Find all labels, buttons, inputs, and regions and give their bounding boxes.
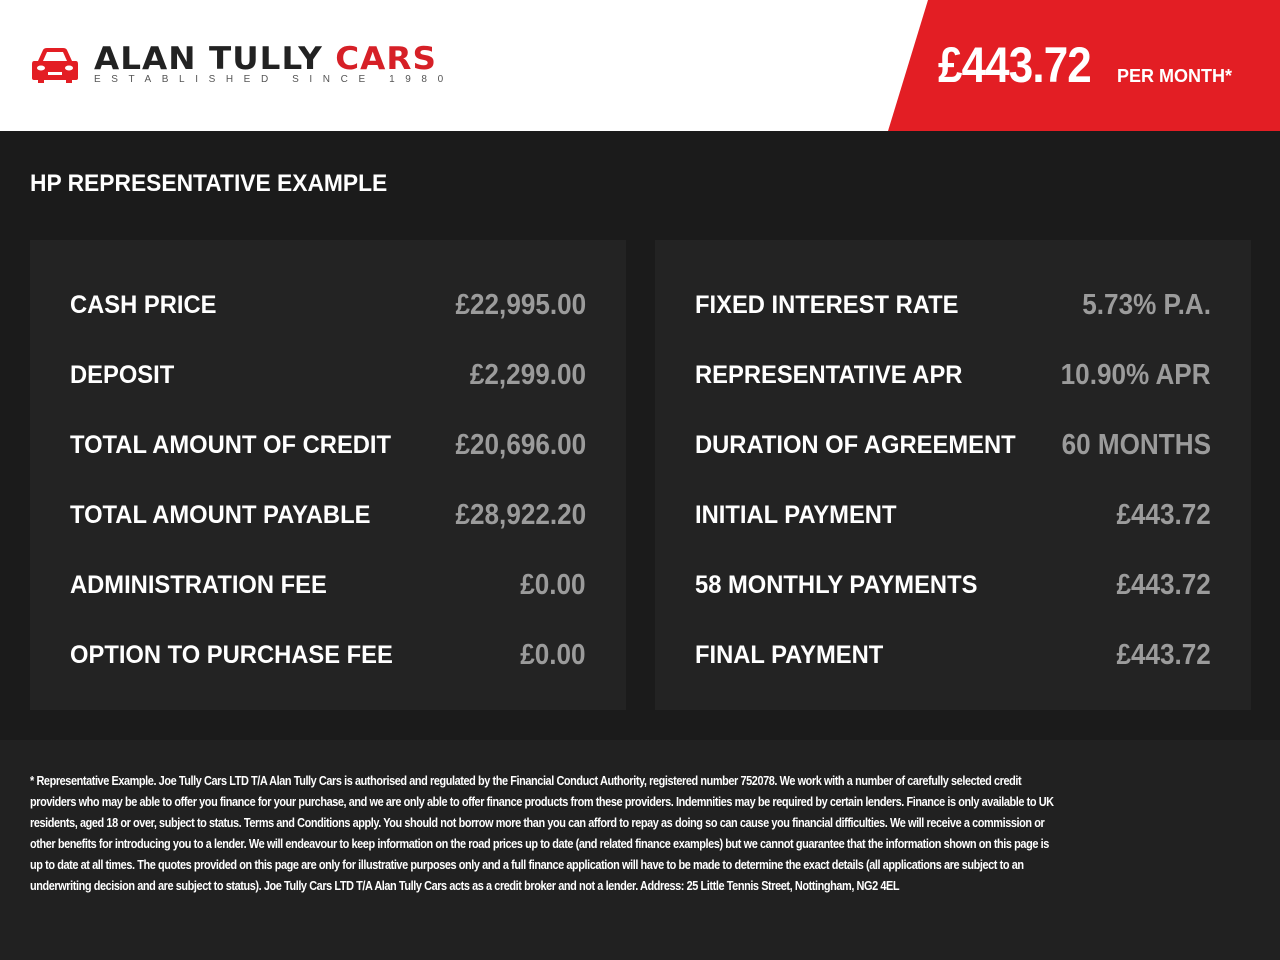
per-month-label: PER MONTH*: [1117, 66, 1233, 86]
row-label: REPRESENTATIVE APR: [695, 360, 963, 389]
row-value: £0.00: [520, 638, 586, 671]
footer: * Representative Example. Joe Tully Cars…: [0, 740, 1280, 960]
row-label: FINAL PAYMENT: [695, 640, 884, 669]
row-interest-rate: FIXED INTEREST RATE 5.73% P.A.: [695, 270, 1211, 340]
row-cash-price: CASH PRICE £22,995.00: [70, 270, 586, 340]
row-admin-fee: ADMINISTRATION FEE £0.00: [70, 550, 586, 620]
row-apr: REPRESENTATIVE APR 10.90% APR: [695, 340, 1211, 410]
row-label: INITIAL PAYMENT: [695, 500, 897, 529]
car-icon: [32, 48, 78, 83]
row-label: CASH PRICE: [70, 290, 217, 319]
row-value: £443.72: [1116, 498, 1211, 531]
row-label: ADMINISTRATION FEE: [70, 570, 327, 599]
row-monthly-payments: 58 MONTHLY PAYMENTS £443.72: [695, 550, 1211, 620]
row-initial-payment: INITIAL PAYMENT £443.72: [695, 480, 1211, 550]
row-value: 5.73% P.A.: [1082, 288, 1211, 321]
row-total-payable: TOTAL AMOUNT PAYABLE £28,922.20: [70, 480, 586, 550]
disclaimer-text: * Representative Example. Joe Tully Cars…: [30, 773, 1054, 893]
left-panel: CASH PRICE £22,995.00 DEPOSIT £2,299.00 TO…: [30, 240, 626, 710]
row-value: 60 MONTHS: [1061, 428, 1211, 461]
brand-name-accent: CARS: [335, 41, 438, 77]
section-title: HP REPRESENTATIVE EXAMPLE: [30, 170, 388, 197]
row-value: £443.72: [1116, 568, 1211, 601]
row-label: TOTAL AMOUNT PAYABLE: [70, 500, 371, 529]
row-total-credit: TOTAL AMOUNT OF CREDIT £20,696.00: [70, 410, 586, 480]
row-deposit: DEPOSIT £2,299.00: [70, 340, 586, 410]
logo[interactable]: ALAN TULLY CARS ESTABLISHED SINCE 1980: [30, 44, 454, 86]
row-value: £20,696.00: [455, 428, 586, 461]
row-label: DEPOSIT: [70, 360, 175, 389]
row-value: £2,299.00: [469, 358, 586, 391]
brand-name: ALAN TULLY: [94, 41, 323, 77]
row-value: £28,922.20: [455, 498, 586, 531]
row-label: OPTION TO PURCHASE FEE: [70, 640, 393, 669]
row-label: 58 MONTHLY PAYMENTS: [695, 570, 978, 599]
row-label: FIXED INTEREST RATE: [695, 290, 959, 319]
monthly-price-banner: £443.72 PER MONTH*: [888, 0, 1280, 131]
row-value: £0.00: [520, 568, 586, 601]
brand-tagline: ESTABLISHED SINCE 1980: [94, 74, 454, 85]
row-value: £22,995.00: [455, 288, 586, 321]
row-value: £443.72: [1116, 638, 1211, 671]
row-value: 10.90% APR: [1061, 358, 1211, 391]
header: ALAN TULLY CARS ESTABLISHED SINCE 1980 £…: [0, 0, 1280, 131]
monthly-price: £443.72: [938, 37, 1092, 93]
row-final-payment: FINAL PAYMENT £443.72: [695, 620, 1211, 690]
right-panel: FIXED INTEREST RATE 5.73% P.A. REPRESENTA…: [655, 240, 1251, 710]
row-duration: DURATION OF AGREEMENT 60 MONTHS: [695, 410, 1211, 480]
row-label: DURATION OF AGREEMENT: [695, 430, 1016, 459]
row-label: TOTAL AMOUNT OF CREDIT: [70, 430, 392, 459]
row-purchase-fee: OPTION TO PURCHASE FEE £0.00: [70, 620, 586, 690]
